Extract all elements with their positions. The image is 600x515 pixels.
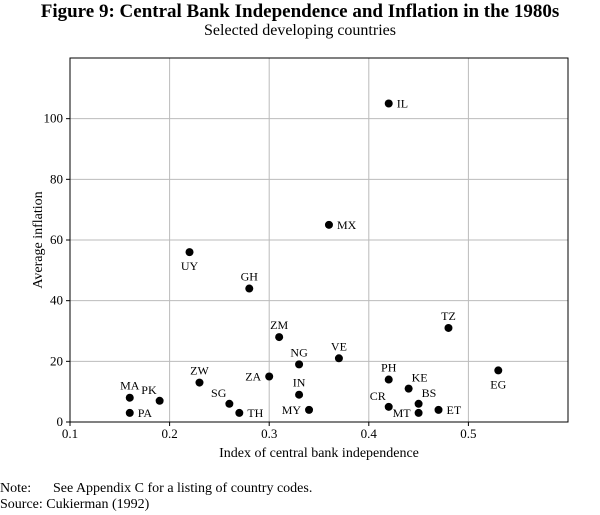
data-point bbox=[125, 408, 134, 417]
x-axis-label: Index of central bank independence bbox=[219, 446, 419, 461]
data-point bbox=[414, 408, 423, 417]
data-point bbox=[414, 399, 423, 408]
data-point bbox=[384, 99, 393, 108]
data-points: IL MX UY GH TZ ZM VE NG EG PH ZA ZW KE IN MA PK SG BS CR MY… bbox=[120, 97, 507, 420]
x-tick-label: 0.4 bbox=[361, 426, 378, 441]
data-point bbox=[275, 333, 284, 342]
data-point bbox=[384, 375, 393, 384]
data-point bbox=[404, 384, 413, 393]
y-tick-label: 40 bbox=[50, 293, 63, 308]
y-tick-label: 0 bbox=[57, 414, 64, 429]
point-label: ZW bbox=[190, 364, 209, 378]
point-label: MT bbox=[393, 406, 412, 420]
point-label: ZM bbox=[270, 318, 288, 332]
data-point bbox=[334, 354, 343, 363]
point-label: EG bbox=[490, 377, 506, 391]
data-point bbox=[494, 366, 503, 375]
x-tick-label: 0.2 bbox=[161, 426, 177, 441]
point-label: PK bbox=[141, 383, 157, 397]
data-point bbox=[444, 323, 453, 332]
point-label: TZ bbox=[441, 309, 456, 323]
source-line: Source: Cukierman (1992) bbox=[0, 497, 150, 512]
data-point bbox=[125, 393, 134, 402]
data-point bbox=[245, 284, 254, 293]
point-label: UY bbox=[181, 259, 199, 273]
y-tick-label: 20 bbox=[50, 353, 63, 368]
data-point bbox=[305, 405, 314, 414]
point-label: ZA bbox=[245, 370, 261, 384]
point-label: MY bbox=[282, 403, 302, 417]
point-label: CR bbox=[370, 389, 386, 403]
chart-title: Figure 9: Central Bank Independence and … bbox=[40, 1, 560, 22]
data-point bbox=[225, 399, 234, 408]
y-tick-label: 60 bbox=[50, 232, 63, 247]
grid-lines bbox=[70, 58, 568, 422]
x-tick-label: 0.5 bbox=[460, 426, 476, 441]
data-point bbox=[295, 360, 304, 369]
point-label: KE bbox=[412, 371, 428, 385]
point-label: BS bbox=[422, 386, 437, 400]
point-label: ET bbox=[447, 403, 462, 417]
y-tick-label: 100 bbox=[44, 111, 64, 126]
point-label: VE bbox=[331, 339, 347, 353]
y-tick-label: 80 bbox=[50, 171, 63, 186]
footnote: Note: See Appendix C for a listing of cou… bbox=[0, 481, 312, 497]
point-label: MX bbox=[337, 218, 357, 232]
data-point bbox=[235, 408, 244, 417]
data-point bbox=[434, 405, 443, 414]
axis-ticks: 0.1 0.2 0.3 0.4 0.5 0 20 40 60 80 100 bbox=[44, 111, 477, 441]
data-point bbox=[384, 402, 393, 411]
point-label: GH bbox=[241, 270, 259, 284]
y-axis-label: Average inflation bbox=[31, 191, 46, 288]
point-label: PA bbox=[138, 406, 153, 420]
scatter-chart: 0.1 0.2 0.3 0.4 0.5 0 20 40 60 80 100 IL MX UY GH TZ ZM… bbox=[31, 57, 569, 461]
point-label: MA bbox=[120, 379, 140, 393]
chart-subtitle: Selected developing countries bbox=[204, 22, 396, 39]
point-label: TH bbox=[247, 406, 263, 420]
data-point bbox=[185, 248, 194, 257]
data-point bbox=[324, 220, 333, 229]
point-label: SG bbox=[211, 386, 227, 400]
note-label: Note: bbox=[0, 481, 32, 496]
data-point bbox=[195, 378, 204, 387]
data-point bbox=[265, 372, 274, 381]
x-tick-label: 0.3 bbox=[261, 426, 277, 441]
point-label: PH bbox=[381, 361, 397, 375]
data-point bbox=[295, 390, 304, 399]
point-label: NG bbox=[290, 345, 308, 359]
note-text: See Appendix C for a listing of country … bbox=[53, 481, 313, 496]
point-label: IN bbox=[293, 376, 306, 390]
point-label: IL bbox=[397, 97, 408, 111]
x-tick-label: 0.1 bbox=[62, 426, 78, 441]
data-point bbox=[155, 396, 164, 405]
